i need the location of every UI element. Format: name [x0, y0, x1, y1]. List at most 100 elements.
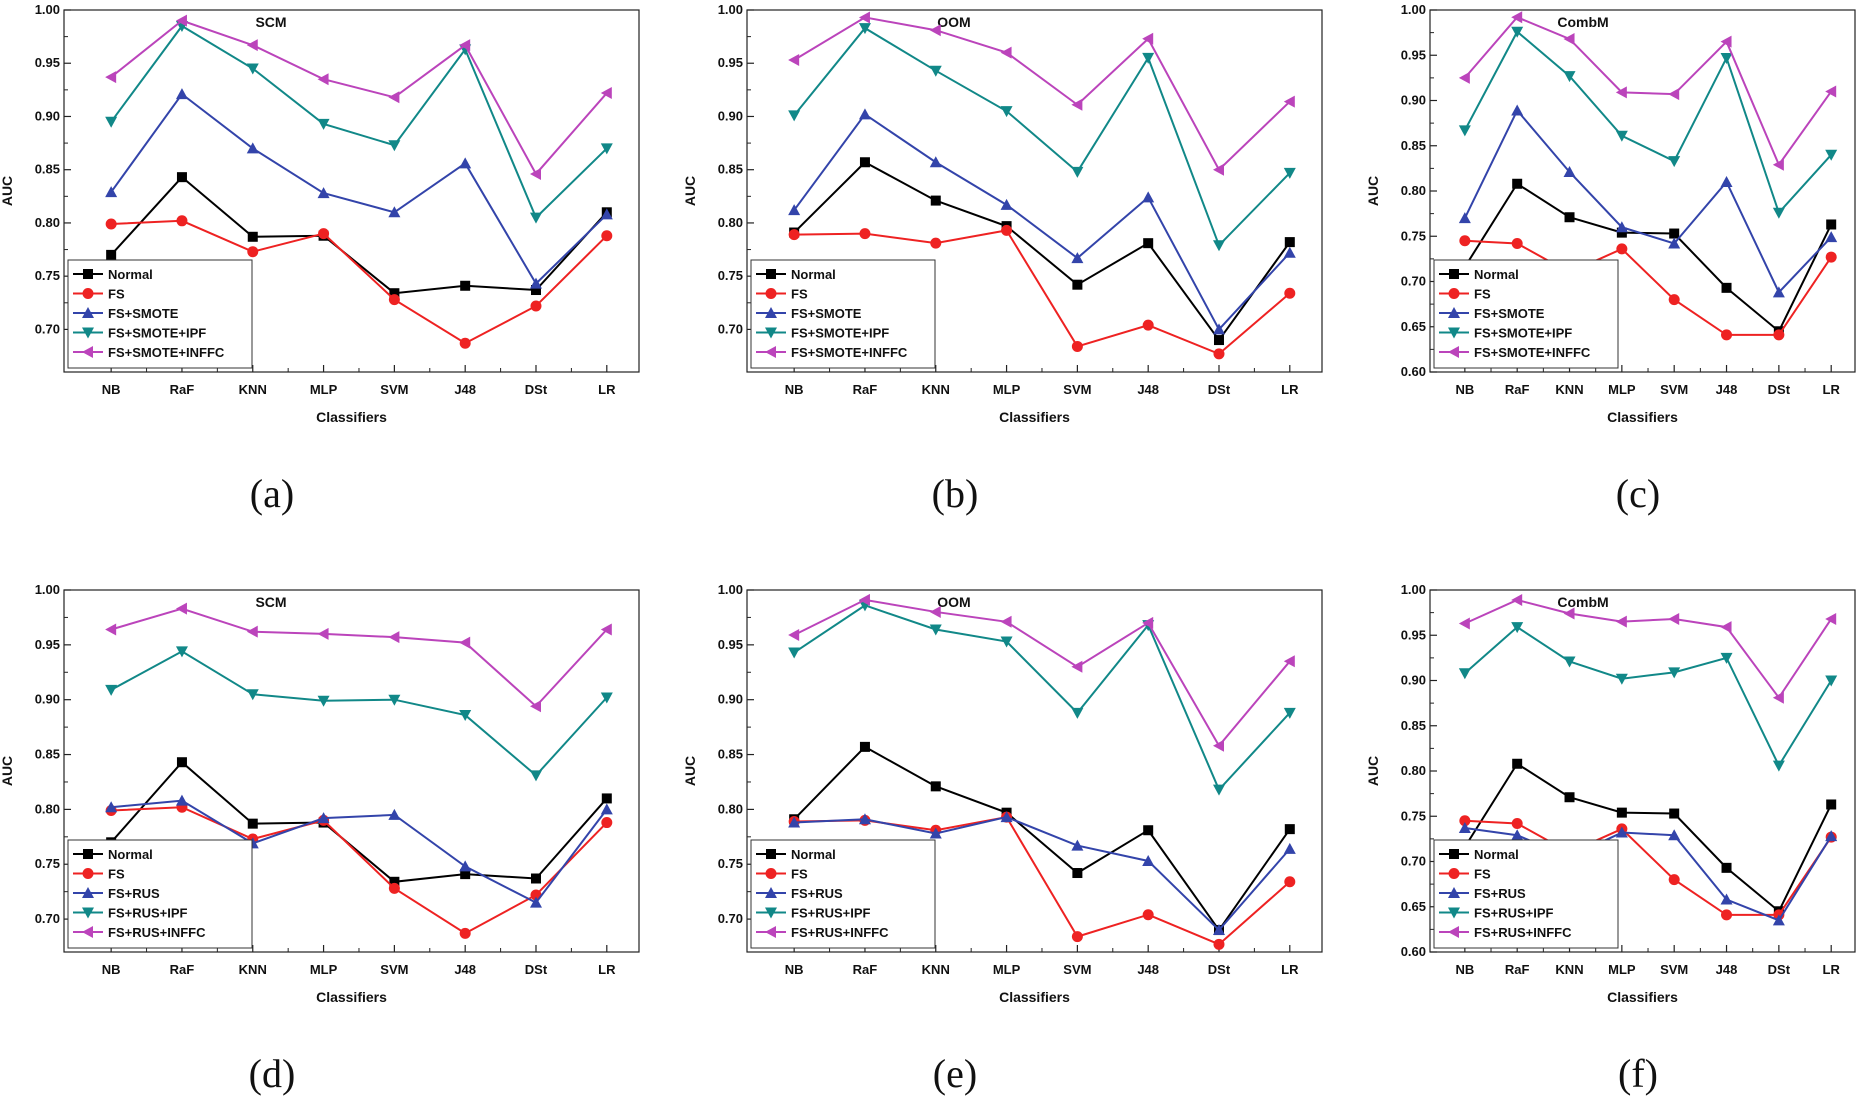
data-point [1071, 839, 1084, 851]
y-tick-label: 0.85 [35, 747, 60, 762]
data-point [788, 647, 801, 659]
series-line-0 [110, 175, 608, 295]
data-point [1668, 88, 1680, 101]
data-point [930, 781, 941, 792]
legend-label: FS+RUS+INFFC [1474, 925, 1572, 940]
y-tick-label: 0.75 [718, 856, 743, 871]
data-point [247, 246, 259, 258]
data-point [859, 228, 871, 240]
x-tick-label: RaF [1505, 962, 1530, 977]
data-point [246, 625, 258, 638]
x-axis-label: Classifiers [1607, 989, 1678, 1005]
legend-label: Normal [791, 847, 836, 862]
x-tick-label: DSt [1768, 962, 1791, 977]
data-point [1283, 842, 1296, 854]
chart-panel-5: 0.60 0.65 0.70 0.75 0.80 0.85 0.90 0.95 1.00 NB Ra… [1365, 582, 1856, 1005]
data-point [1825, 251, 1837, 263]
x-tick-label: RaF [1505, 382, 1530, 397]
y-tick-label: 1.00 [718, 582, 743, 597]
legend-marker [765, 868, 777, 879]
data-point [929, 156, 942, 168]
data-point [1669, 228, 1680, 239]
data-point [246, 689, 259, 701]
data-point [929, 605, 941, 618]
x-tick-label: DSt [525, 382, 548, 397]
data-point [459, 337, 471, 349]
y-tick-label: 0.70 [718, 321, 743, 336]
data-point [1668, 829, 1681, 841]
legend-label: FS [108, 867, 125, 882]
data-point [530, 285, 541, 296]
data-point [601, 793, 612, 804]
y-axis-label: AUC [0, 176, 15, 206]
data-point [388, 91, 400, 104]
data-point [529, 277, 542, 289]
y-tick-label: 0.85 [1401, 138, 1426, 153]
series-line-0 [1464, 762, 1833, 913]
y-axis-label: AUC [682, 176, 698, 206]
x-tick-label: KNN [239, 962, 267, 977]
data-point [1458, 71, 1470, 84]
y-tick-label: 0.95 [718, 55, 743, 70]
y-axis-label: AUC [1365, 176, 1381, 206]
series-line-0 [793, 745, 1291, 932]
legend-marker [1448, 307, 1460, 318]
data-point [1826, 799, 1837, 810]
legend-label: FS+RUS+IPF [791, 906, 871, 921]
legend-label: FS+SMOTE [108, 306, 179, 321]
x-tick-label: SVM [380, 962, 408, 977]
y-tick-label: 0.80 [35, 801, 60, 816]
data-point [105, 116, 118, 128]
data-point [1458, 212, 1471, 224]
legend-label: Normal [1474, 267, 1519, 282]
data-point [317, 187, 330, 199]
x-tick-label: SVM [1660, 382, 1688, 397]
x-tick-label: NB [102, 962, 121, 977]
data-point [389, 288, 400, 299]
data-point [1773, 329, 1785, 341]
data-point [1000, 198, 1013, 210]
y-tick-label: 0.80 [718, 215, 743, 230]
data-point [1071, 660, 1083, 673]
legend-label: FS+SMOTE [791, 306, 862, 321]
data-point [105, 71, 117, 84]
legend-label: Normal [791, 267, 836, 282]
data-point [1142, 319, 1154, 331]
data-point [1142, 191, 1155, 203]
x-tick-label: J48 [454, 382, 476, 397]
x-tick-label: J48 [1137, 962, 1159, 977]
data-point [1616, 807, 1627, 818]
data-point [1615, 673, 1628, 685]
data-point [460, 280, 471, 291]
data-point [459, 39, 471, 52]
data-point [1142, 616, 1154, 629]
data-point [176, 215, 188, 227]
data-point [530, 873, 541, 884]
x-tick-label: RaF [853, 962, 878, 977]
x-tick-label: NB [785, 382, 804, 397]
data-point [1826, 219, 1837, 230]
x-tick-label: MLP [310, 382, 338, 397]
legend-marker [82, 307, 94, 318]
panel-caption-d: (d) [248, 1051, 296, 1096]
x-tick-label: MLP [993, 962, 1021, 977]
data-point [388, 631, 400, 644]
series-line-2 [793, 112, 1291, 332]
data-point [1772, 760, 1785, 772]
data-point [529, 770, 542, 782]
data-point [1212, 163, 1224, 176]
chart-title: OOM [937, 14, 970, 30]
series-line-4 [1464, 598, 1833, 700]
legend-marker [82, 346, 93, 358]
data-point [1458, 125, 1471, 137]
data-point [1511, 104, 1524, 116]
data-point [106, 249, 117, 260]
y-tick-label: 1.00 [35, 582, 60, 597]
series-line-4 [110, 607, 608, 708]
data-point [930, 237, 942, 249]
legend-marker [1448, 868, 1460, 879]
x-tick-label: LR [598, 962, 616, 977]
x-tick-label: KNN [1555, 382, 1583, 397]
chart-title: CombM [1557, 594, 1608, 610]
data-point [318, 228, 330, 240]
